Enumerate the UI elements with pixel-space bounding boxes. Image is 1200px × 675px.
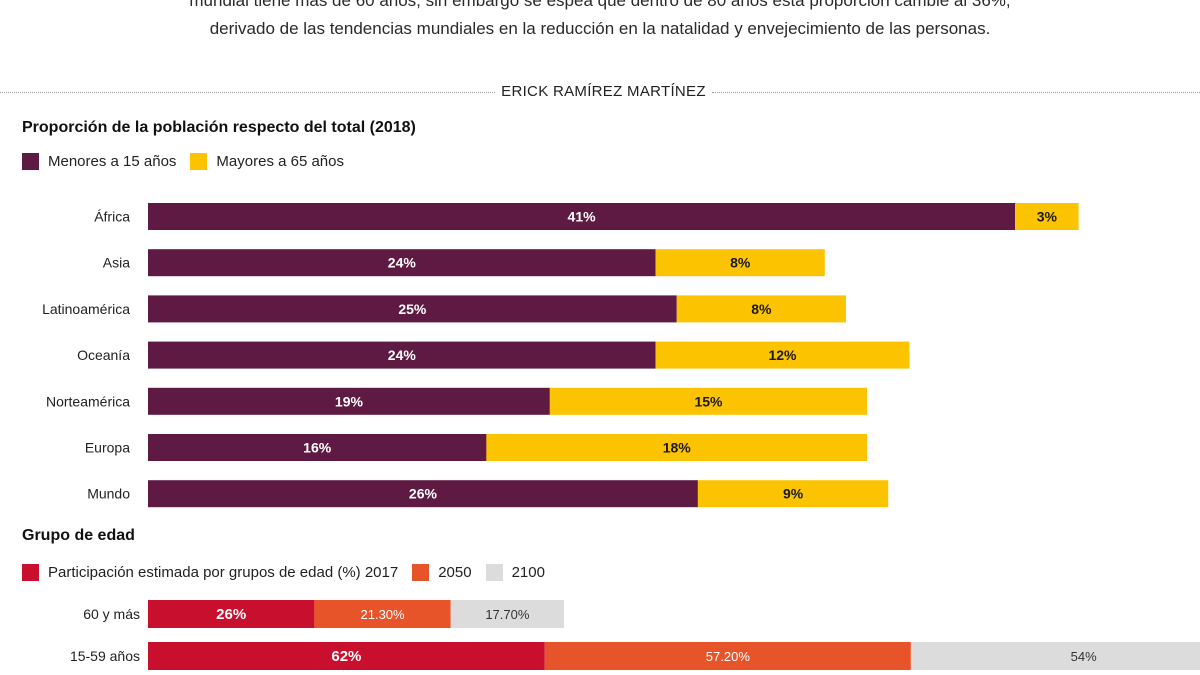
data-label-mayores-a-65-anos-europa: 18% [663, 440, 692, 456]
bar-menores-a-15-anos-latinoamerica [148, 295, 677, 323]
data-label-menores-a-15-anos-norteamerica: 19% [335, 393, 364, 409]
data-label-menores-a-15-anos-asia: 24% [388, 255, 417, 271]
data-label-mayores-a-65-anos-oceania: 12% [768, 347, 797, 363]
bar-participacion-estimada-por-grupos-de-edad-2017-15-59-anos [148, 642, 545, 670]
bar-mayores-a-65-anos-asia [655, 249, 825, 277]
bar-menores-a-15-anos-europa [148, 434, 487, 461]
author-name: ERICK RAMÍREZ MARTÍNEZ [501, 83, 706, 100]
legend-swatch-menores [22, 152, 39, 170]
data-label-2050-60-y-mas: 21.30% [361, 607, 406, 622]
data-label-mayores-a-65-anos-africa: 3% [1037, 209, 1058, 225]
legend-label-2050: 2050 [438, 563, 472, 581]
legend-label-mayores: Mayores a 65 años [216, 152, 344, 170]
bar-menores-a-15-anos-norteamerica [148, 387, 550, 415]
category-label-oceania: Oceanía [77, 347, 130, 363]
legend-label-2017: Participación estimada por grupos de eda… [48, 563, 399, 581]
bar-2050-60-y-mas [314, 600, 451, 628]
bar-menores-a-15-anos-asia [148, 249, 656, 277]
data-label-menores-a-15-anos-latinoamerica: 25% [398, 301, 427, 317]
legend-label-2100: 2100 [511, 563, 545, 581]
chart2-title: Grupo de edad [22, 527, 135, 544]
category-label-africa: África [94, 209, 130, 225]
legend-swatch-2050 [412, 563, 430, 581]
data-label-mayores-a-65-anos-mundo: 9% [783, 486, 804, 502]
category-label-norteamerica: Norteamérica [46, 393, 130, 409]
bar-mayores-a-65-anos-oceania [655, 341, 910, 369]
bar-mayores-a-65-anos-latinoamerica [676, 295, 846, 323]
data-label-mayores-a-65-anos-latinoamerica: 8% [751, 301, 772, 317]
bar-mayores-a-65-anos-europa [486, 434, 868, 461]
data-label-menores-a-15-anos-oceania: 24% [388, 347, 417, 363]
legend-swatch-mayores [190, 152, 208, 170]
legend-label-menores: Menores a 15 años [48, 152, 177, 170]
age-group-label-15-59-anos: 15-59 años [70, 648, 140, 664]
bar-participacion-estimada-por-grupos-de-edad-2017-60-y-mas [148, 600, 315, 628]
dotted-divider-left [0, 92, 495, 93]
data-label-mayores-a-65-anos-asia: 8% [730, 255, 751, 271]
byline: ERICK RAMÍREZ MARTÍNEZ [0, 82, 1200, 104]
legend-swatch-2100 [485, 563, 503, 581]
bar-2100-15-59-anos [910, 642, 1200, 670]
age-group-label-60-y-mas: 60 y más [83, 606, 140, 622]
category-label-mundo: Mundo [87, 486, 130, 502]
chart1-legend: Menores a 15 años Mayores a 65 años [22, 151, 358, 171]
bar-menores-a-15-anos-oceania [148, 341, 656, 369]
data-label-2050-15-59-anos: 57.20% [706, 649, 751, 664]
data-label-participacion-estimada-por-grupos-de-edad-2017-15-59-anos: 62% [331, 648, 361, 665]
dotted-divider-right [712, 92, 1200, 93]
bar-mayores-a-65-anos-mundo [697, 480, 889, 508]
bar-2100-60-y-mas [450, 600, 564, 628]
bar-mayores-a-65-anos-norteamerica [549, 387, 868, 415]
data-label-menores-a-15-anos-europa: 16% [303, 440, 332, 456]
bar-mayores-a-65-anos-africa [1015, 203, 1079, 230]
legend-swatch-2017 [22, 563, 39, 581]
data-label-mayores-a-65-anos-norteamerica: 15% [694, 393, 723, 409]
chart1-title: Proporción de la población respecto del … [22, 119, 416, 136]
category-label-latinoamerica: Latinoamérica [42, 301, 130, 317]
category-label-europa: Europa [85, 440, 130, 456]
intro-line-2: derivado de las tendencias mundiales en … [209, 19, 991, 38]
data-label-menores-a-15-anos-africa: 41% [568, 209, 597, 225]
bar-2050-15-59-anos [544, 642, 911, 670]
data-label-menores-a-15-anos-mundo: 26% [409, 486, 438, 502]
category-label-asia: Asia [103, 255, 130, 271]
data-label-2100-60-y-mas: 17.70% [485, 607, 530, 622]
chart2-legend: Participación estimada por grupos de eda… [22, 562, 559, 582]
data-label-2100-15-59-anos: 54% [1071, 649, 1097, 664]
intro-line-1: mundial tiene más de 60 años, sin embarg… [189, 0, 1011, 10]
data-label-participacion-estimada-por-grupos-de-edad-2017-60-y-mas: 26% [216, 606, 246, 623]
bar-menores-a-15-anos-africa [148, 203, 1016, 230]
bar-menores-a-15-anos-mundo [148, 480, 698, 508]
